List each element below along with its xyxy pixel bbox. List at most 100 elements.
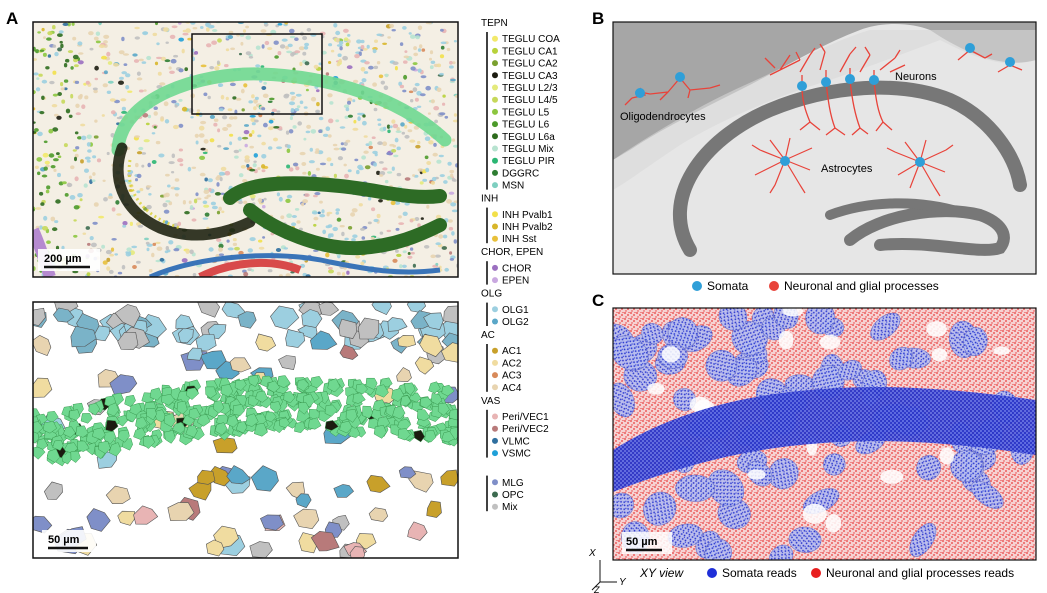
legend-swatch — [492, 35, 498, 42]
cell-dot — [118, 50, 125, 55]
oligodendrocyte-right — [957, 49, 1023, 73]
ventricle-shape — [613, 22, 1036, 160]
cell-dot — [311, 211, 318, 215]
legend-item-label: AC1 — [502, 346, 522, 357]
zoom-inset-box — [191, 33, 323, 115]
zoom-cell — [333, 484, 355, 498]
cell-dot — [178, 37, 184, 42]
cell-dot — [417, 223, 421, 228]
cell-dot — [165, 246, 169, 251]
cell-dot — [335, 208, 341, 212]
cell-dot — [255, 64, 261, 68]
cell-dot — [339, 225, 345, 228]
cell-dot — [316, 102, 320, 107]
cell-dot — [217, 144, 222, 148]
cell-dot — [56, 152, 60, 156]
cell-dot — [39, 225, 43, 230]
cell-dot — [447, 219, 453, 223]
legend-item-label: Mix — [502, 502, 518, 513]
oligodendrocyte-soma — [965, 43, 975, 53]
empty-space — [880, 469, 904, 484]
cell-dot — [246, 164, 250, 168]
cell-dot — [52, 70, 57, 75]
cell-dot — [404, 177, 411, 181]
somata-read-cluster — [916, 455, 941, 481]
cell-dot — [259, 79, 263, 83]
cell-dot — [286, 194, 293, 199]
cell-dot — [53, 158, 59, 162]
cell-dot — [133, 59, 140, 63]
cell-dot — [415, 144, 421, 149]
cell-dot — [303, 137, 307, 141]
cell-dot — [74, 153, 79, 158]
cell-dot — [453, 200, 458, 204]
cell-dot — [160, 56, 166, 61]
cell-dot — [243, 83, 248, 88]
cell-dot — [33, 58, 37, 61]
cell-dot — [410, 251, 415, 255]
zoom-cell — [133, 505, 159, 525]
cell-dot — [390, 200, 396, 206]
cell-dot — [285, 273, 291, 277]
cell-dot — [103, 34, 110, 39]
zoom-cell — [426, 500, 442, 518]
cell-dot — [430, 99, 435, 104]
cell-dot — [391, 29, 396, 32]
cell-dot — [350, 212, 356, 217]
cell-dot — [37, 31, 41, 34]
cell-dot — [54, 113, 59, 117]
cell-dot — [383, 126, 387, 131]
cell-dot — [430, 254, 436, 259]
cell-dot — [198, 133, 205, 138]
cell-dot — [102, 260, 108, 265]
cell-dot — [435, 242, 442, 246]
legend-item-label: EPEN — [502, 276, 529, 287]
cell-dot — [356, 39, 362, 44]
cell-dot — [277, 23, 283, 26]
scale-bar-bottom-label: 50 µm — [48, 534, 80, 546]
legend-swatch — [492, 169, 498, 176]
cell-dot — [126, 247, 132, 252]
ca1-cell — [133, 427, 147, 440]
cell-dot — [315, 109, 321, 114]
neuron-soma — [869, 75, 879, 85]
cell-dot — [327, 234, 332, 239]
cell-dot — [290, 52, 295, 57]
ca3-band — [112, 142, 256, 241]
cell-dot — [376, 170, 381, 175]
cell-dot — [136, 260, 141, 264]
cell-dot — [336, 44, 343, 47]
legend-swatch — [492, 121, 498, 128]
legend-swatch — [492, 318, 498, 325]
zoom-cell — [114, 304, 141, 328]
zoom-cell — [397, 334, 416, 348]
legend-swatch — [492, 108, 498, 115]
cell-dot — [86, 142, 91, 147]
cell-dot — [227, 247, 234, 251]
zoom-cell — [270, 305, 300, 330]
cell-dot — [318, 116, 324, 121]
cell-dot — [171, 153, 175, 159]
cell-dot — [63, 143, 68, 148]
ca1-cell — [267, 380, 281, 393]
cell-dot — [313, 64, 319, 69]
ca1-band — [111, 67, 452, 157]
somata-read-cluster — [870, 312, 901, 341]
cell-dot — [420, 217, 424, 220]
zoom-cell — [197, 469, 216, 485]
ca1-cell — [226, 414, 239, 428]
cell-dot — [398, 215, 402, 219]
zoom-cell — [414, 356, 435, 375]
cell-dot — [35, 49, 40, 54]
ca1-cell — [188, 407, 201, 420]
cell-dot — [55, 199, 61, 204]
zoom-cell — [278, 355, 296, 371]
legend-item-label: MSN — [502, 181, 524, 192]
empty-space — [993, 346, 1010, 355]
cell-dot — [421, 48, 426, 52]
empty-space — [778, 330, 794, 350]
cell-dot — [234, 246, 240, 251]
cell-dot — [188, 108, 194, 113]
cell-dot — [202, 217, 209, 220]
cell-dot — [396, 127, 400, 132]
